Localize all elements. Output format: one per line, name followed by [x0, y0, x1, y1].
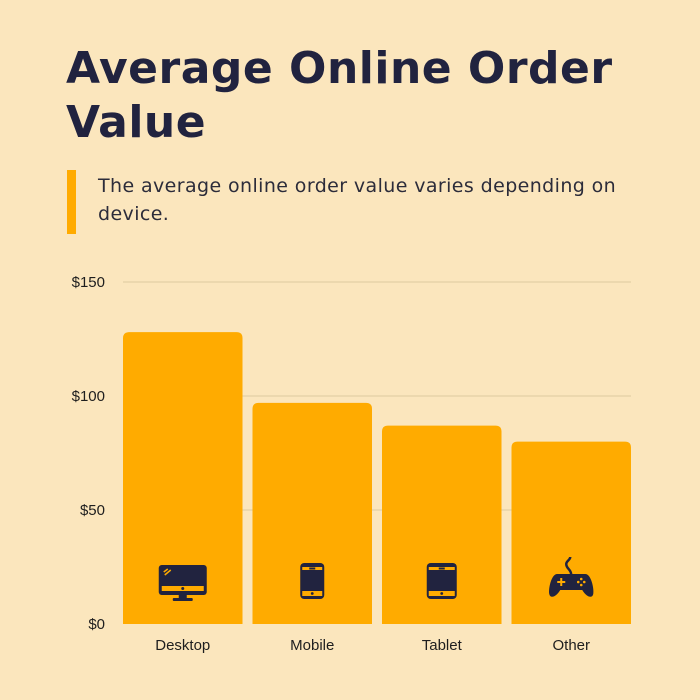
y-tick-label: $50 — [80, 502, 105, 519]
x-category-label: Mobile — [290, 637, 334, 654]
chart-title: Average Online Order Value — [66, 43, 613, 148]
smartphone-icon — [300, 563, 325, 599]
bar-group: Desktop — [123, 332, 243, 654]
accent-bar — [67, 170, 76, 234]
x-category-label: Tablet — [422, 637, 463, 654]
desktop-monitor-icon — [158, 565, 207, 601]
x-category-label: Desktop — [155, 637, 210, 654]
bar-group: Tablet — [382, 425, 502, 654]
bar-group: Other — [511, 441, 631, 654]
y-tick-label: $0 — [88, 616, 105, 633]
x-category-label: Other — [552, 637, 590, 654]
bar-mobile — [252, 402, 372, 624]
bar-other — [511, 441, 631, 624]
bar-group: Mobile — [252, 402, 372, 654]
tablet-icon — [426, 563, 457, 599]
bar-tablet — [382, 425, 502, 624]
y-tick-label: $150 — [72, 274, 105, 291]
gamepad-icon — [549, 556, 594, 597]
y-tick-label: $100 — [72, 388, 105, 405]
chart-subtitle: The average online order value varies de… — [98, 175, 617, 225]
bar-desktop — [123, 332, 243, 624]
